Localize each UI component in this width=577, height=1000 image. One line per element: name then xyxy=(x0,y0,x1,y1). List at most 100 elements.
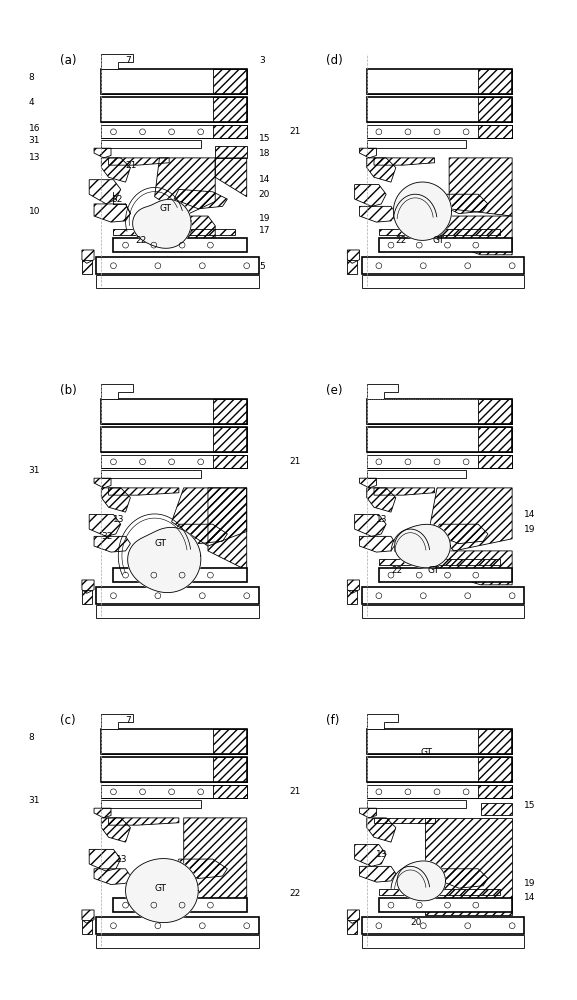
Text: 17: 17 xyxy=(259,226,271,235)
Bar xyxy=(362,275,524,288)
Bar xyxy=(213,729,247,754)
Text: 21: 21 xyxy=(126,161,137,170)
Text: 4: 4 xyxy=(29,98,34,107)
Text: 13: 13 xyxy=(376,850,388,859)
Bar xyxy=(213,97,247,122)
Bar xyxy=(215,146,247,158)
Bar xyxy=(362,917,524,934)
Bar xyxy=(478,97,512,122)
Bar xyxy=(114,898,247,912)
Bar xyxy=(213,399,247,424)
Bar xyxy=(362,605,524,618)
Text: 21: 21 xyxy=(289,787,301,796)
Bar xyxy=(102,427,247,452)
Bar xyxy=(478,455,512,468)
Text: GT: GT xyxy=(428,566,439,575)
Bar xyxy=(367,455,512,468)
Bar xyxy=(478,399,512,424)
Text: 14: 14 xyxy=(259,175,270,184)
Bar xyxy=(114,229,235,235)
Bar xyxy=(102,455,247,468)
Bar xyxy=(213,427,247,452)
Polygon shape xyxy=(394,182,452,240)
Bar xyxy=(478,125,512,138)
Text: 15: 15 xyxy=(259,134,271,143)
Bar xyxy=(96,587,259,604)
Text: (d): (d) xyxy=(325,54,342,67)
Bar xyxy=(367,785,512,798)
Text: 13: 13 xyxy=(116,855,128,864)
Bar xyxy=(478,427,512,452)
Text: 19: 19 xyxy=(524,879,536,888)
Polygon shape xyxy=(397,861,445,901)
Bar xyxy=(367,729,512,754)
Bar xyxy=(481,803,512,815)
Bar xyxy=(367,140,466,148)
Text: 19: 19 xyxy=(259,214,271,223)
Bar xyxy=(379,898,512,912)
Polygon shape xyxy=(126,859,198,923)
Text: 20: 20 xyxy=(259,190,270,199)
Bar xyxy=(96,257,259,274)
Text: 19: 19 xyxy=(524,525,536,534)
Polygon shape xyxy=(367,384,398,399)
Text: (b): (b) xyxy=(60,384,77,397)
Text: 13: 13 xyxy=(29,153,40,162)
Polygon shape xyxy=(128,527,201,593)
Polygon shape xyxy=(102,714,133,729)
Bar xyxy=(102,140,201,148)
Text: GT: GT xyxy=(155,884,167,893)
Bar xyxy=(114,568,247,582)
Bar xyxy=(213,125,247,138)
Bar xyxy=(379,238,512,252)
Bar xyxy=(96,935,259,948)
Text: 22: 22 xyxy=(396,236,407,245)
Text: (a): (a) xyxy=(60,54,77,67)
Text: 32: 32 xyxy=(102,532,113,541)
Text: GT: GT xyxy=(420,748,432,757)
Bar xyxy=(478,757,512,782)
Text: 3: 3 xyxy=(259,56,265,65)
Text: GT: GT xyxy=(155,539,167,548)
Text: 8: 8 xyxy=(29,733,35,742)
Text: 8: 8 xyxy=(29,73,35,82)
Text: 18: 18 xyxy=(259,149,271,158)
Text: 21: 21 xyxy=(289,457,301,466)
Bar xyxy=(367,800,466,808)
Polygon shape xyxy=(367,714,398,729)
Bar xyxy=(213,69,247,94)
Text: 15: 15 xyxy=(524,801,536,810)
Bar xyxy=(102,470,201,478)
Text: GT: GT xyxy=(159,204,171,213)
Bar xyxy=(102,785,247,798)
Bar xyxy=(102,399,247,424)
Bar xyxy=(96,275,259,288)
Bar xyxy=(478,785,512,798)
Bar xyxy=(367,427,512,452)
Bar xyxy=(213,455,247,468)
Bar xyxy=(102,125,247,138)
Bar xyxy=(379,889,500,895)
Text: 31: 31 xyxy=(29,466,40,475)
Text: 31: 31 xyxy=(29,796,40,805)
Bar xyxy=(379,568,512,582)
Bar xyxy=(379,559,500,565)
Bar xyxy=(96,605,259,618)
Text: 7: 7 xyxy=(126,716,132,725)
Bar xyxy=(114,238,247,252)
Text: 32: 32 xyxy=(111,195,122,204)
Bar xyxy=(213,757,247,782)
Bar xyxy=(96,917,259,934)
Polygon shape xyxy=(102,54,133,69)
Text: 22: 22 xyxy=(135,236,147,245)
Text: 14: 14 xyxy=(524,510,535,519)
Bar xyxy=(478,69,512,94)
Bar xyxy=(367,69,512,94)
Bar xyxy=(102,69,247,94)
Bar xyxy=(367,399,512,424)
Text: (e): (e) xyxy=(325,384,342,397)
Bar xyxy=(367,125,512,138)
Bar xyxy=(367,470,466,478)
Bar xyxy=(379,229,500,235)
Bar xyxy=(367,97,512,122)
